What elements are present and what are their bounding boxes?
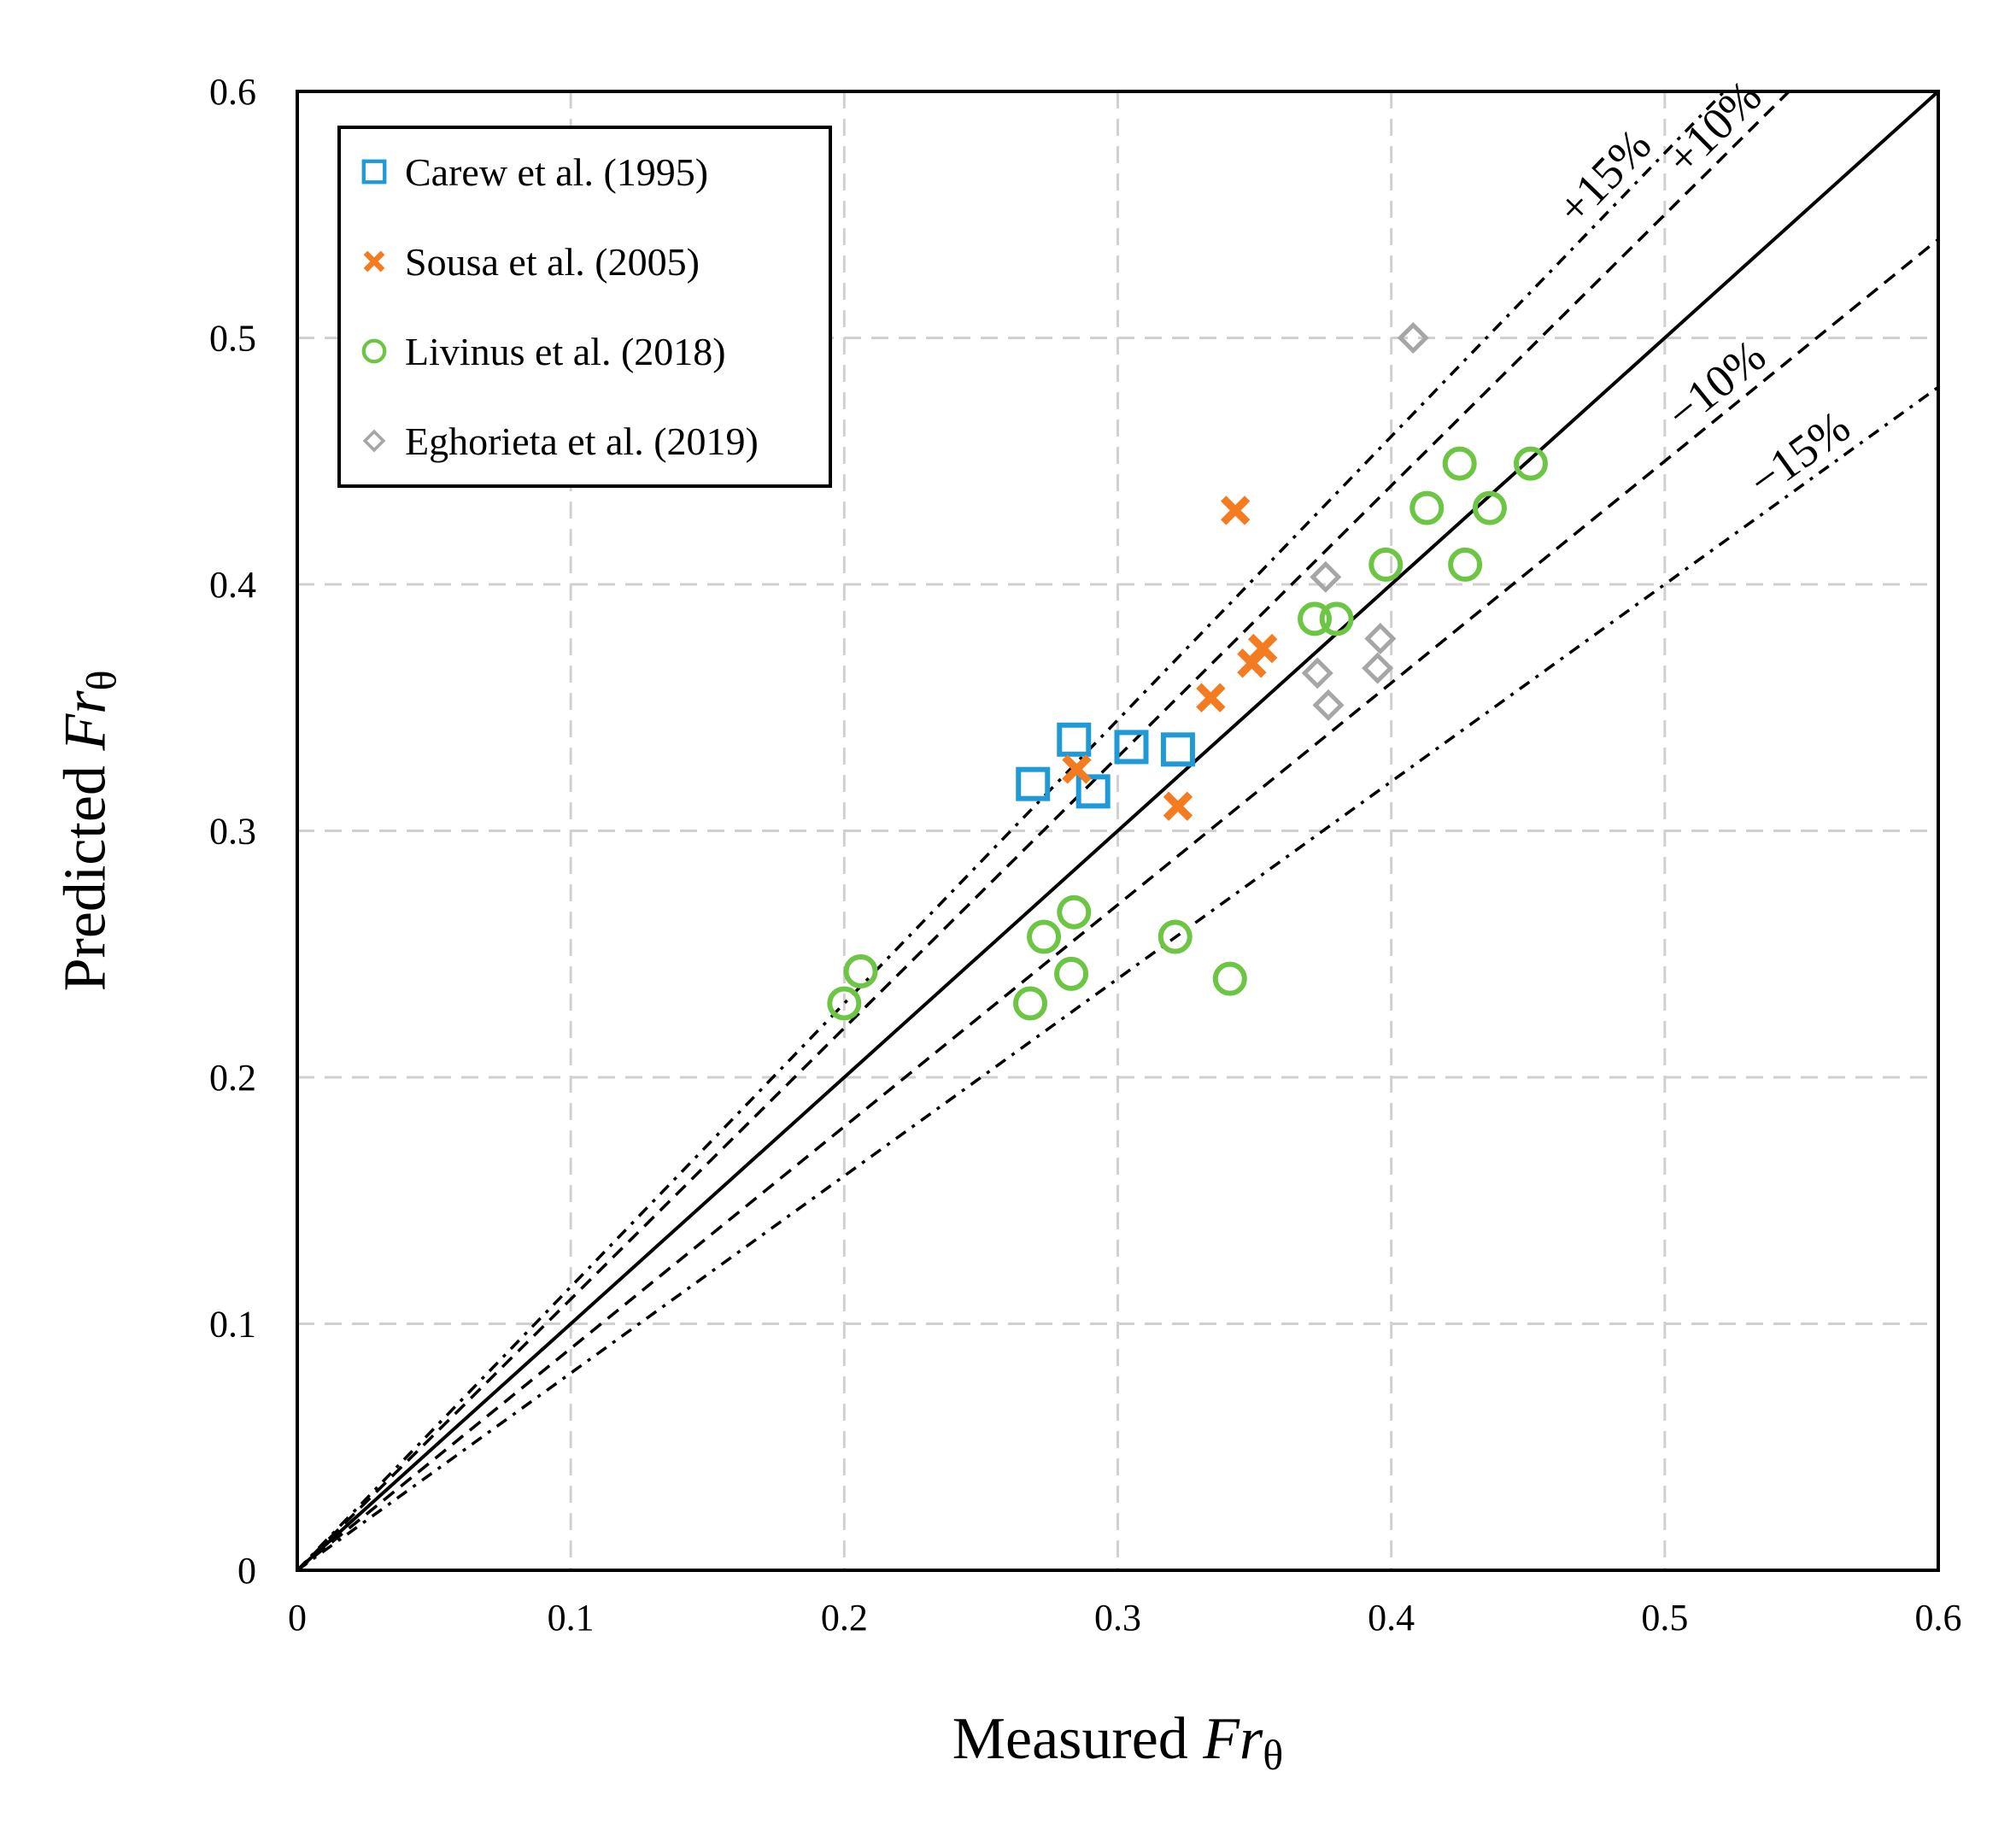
data-point-circle xyxy=(1368,547,1404,582)
data-point-circle xyxy=(1157,919,1193,954)
data-point-circle xyxy=(1027,919,1062,954)
band-label-minus-15: −15% xyxy=(1739,401,1859,507)
data-point-x xyxy=(1196,683,1226,713)
data-point-square xyxy=(1160,732,1195,767)
data-point-square xyxy=(1075,774,1111,809)
data-point-square xyxy=(1057,722,1092,757)
x-tick-label: 0.5 xyxy=(1641,1597,1688,1639)
data-point-circle xyxy=(1442,446,1477,481)
y-tick-label: 0.4 xyxy=(209,564,256,606)
data-point-square xyxy=(1016,766,1051,801)
legend-label: Carew et al. (1995) xyxy=(405,150,708,194)
data-point-circle xyxy=(1298,601,1333,636)
reference-line-plus-10 xyxy=(296,90,1790,1572)
series-circle xyxy=(827,446,1548,1021)
data-point-diamond xyxy=(1364,622,1397,655)
legend: Carew et al. (1995) Sousa et al. (2005) Li… xyxy=(337,126,832,488)
data-markers xyxy=(827,321,1548,1021)
legend-marker-square xyxy=(361,159,387,185)
y-tick-label: 0.6 xyxy=(209,71,256,113)
series-square xyxy=(1016,722,1195,809)
x-tick-label: 0 xyxy=(288,1597,307,1639)
reference-line-perfect-agreement xyxy=(296,90,1940,1572)
data-point-x xyxy=(1163,791,1193,821)
data-point-diamond xyxy=(1301,657,1333,689)
legend-box xyxy=(337,126,832,488)
reference-line-minus-10 xyxy=(296,238,1940,1572)
x-tick-label: 0.1 xyxy=(548,1597,595,1639)
series-x xyxy=(1062,496,1278,821)
tick-labels: 0 0.1 0.2 0.3 0.4 0.5 0.6 0 0.1 0.2 0.3 0.4 0.5 0.6 xyxy=(209,71,1962,1639)
data-point-circle xyxy=(1448,547,1483,582)
data-point-circle xyxy=(1212,961,1247,996)
data-point-x xyxy=(1220,496,1251,525)
plot-frame xyxy=(296,90,1940,1572)
legend-marker-x xyxy=(363,250,385,273)
x-tick-label: 0.4 xyxy=(1368,1597,1415,1639)
data-point-circle xyxy=(1409,490,1445,525)
data-point-diamond xyxy=(1362,652,1394,684)
legend-marker-circle xyxy=(361,338,387,364)
data-point-circle xyxy=(1013,986,1048,1021)
band-label-minus-10: −10% xyxy=(1657,330,1775,439)
reference-line-plus-15 xyxy=(296,90,1726,1572)
legend-label: Eghorieta et al. (2019) xyxy=(405,419,759,463)
y-tick-label: 0.2 xyxy=(209,1057,256,1099)
legend-label: Livinus et al. (2018) xyxy=(405,330,726,373)
band-labels: +10%−10%+15%−15% xyxy=(1547,70,1859,507)
data-point-diamond xyxy=(1397,321,1429,355)
data-point-circle xyxy=(1472,490,1507,525)
data-point-circle xyxy=(1513,446,1548,481)
y-tick-label: 0 xyxy=(237,1550,256,1592)
x-tick-label: 0.2 xyxy=(821,1597,868,1639)
data-point-circle xyxy=(1319,601,1354,636)
y-axis-title: Predicted Frθ xyxy=(53,671,126,992)
reference-lines xyxy=(296,90,1940,1572)
y-tick-label: 0.3 xyxy=(209,811,256,853)
series-diamond xyxy=(1301,321,1429,721)
data-point-x xyxy=(1248,633,1278,664)
data-point-circle xyxy=(827,986,862,1021)
data-point-square xyxy=(1114,730,1149,765)
x-tick-label: 0.6 xyxy=(1915,1597,1962,1639)
legend-marker-diamond xyxy=(362,429,386,453)
data-point-diamond xyxy=(1310,560,1342,593)
data-point-circle xyxy=(1054,956,1089,991)
data-point-circle xyxy=(843,953,878,988)
data-point-diamond xyxy=(1312,689,1345,721)
x-tick-label: 0.3 xyxy=(1094,1597,1141,1639)
data-point-x xyxy=(1062,754,1092,784)
y-tick-label: 0.5 xyxy=(209,318,256,360)
legend-label: Sousa et al. (2005) xyxy=(405,240,700,284)
x-axis-title: Measured Frθ xyxy=(952,1706,1283,1779)
data-point-circle xyxy=(1057,894,1092,930)
y-tick-label: 0.1 xyxy=(209,1304,256,1346)
